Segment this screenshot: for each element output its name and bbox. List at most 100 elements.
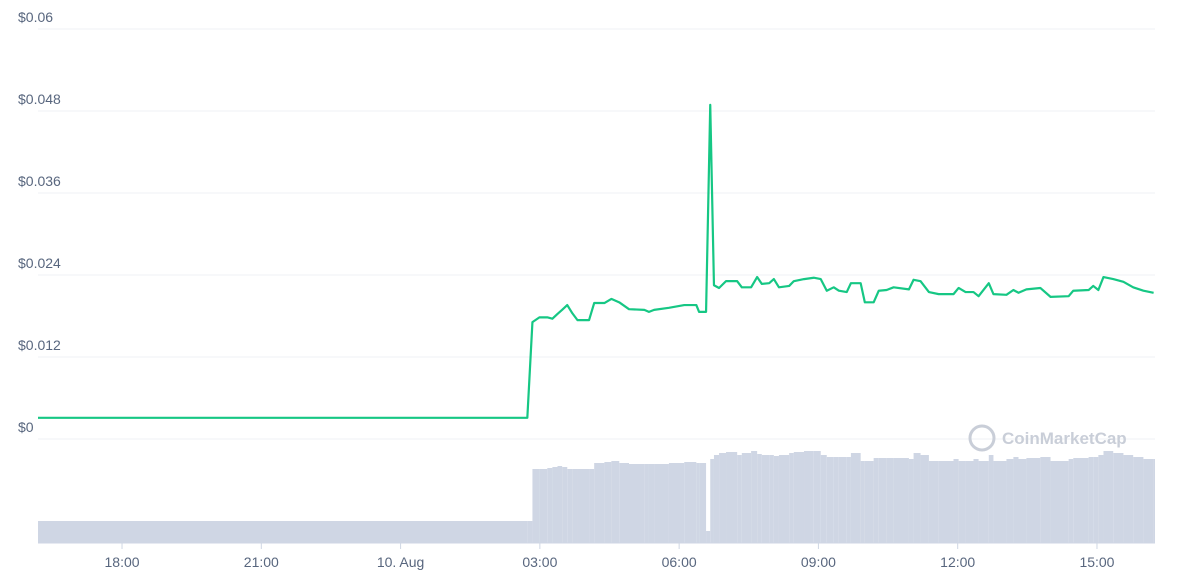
volume-bar (562, 467, 568, 543)
volume-bar (820, 455, 827, 543)
volume-bar (1013, 457, 1019, 543)
volume-bar (539, 469, 548, 543)
volume-bar (978, 461, 989, 543)
volume-bar (611, 461, 620, 543)
volume-bar (993, 461, 1007, 543)
y-tick-label: $0.024 (18, 255, 61, 271)
volume-bar (958, 461, 966, 543)
volume-bar (1103, 451, 1114, 543)
volume-bar (1093, 457, 1099, 543)
price-line (38, 103, 1154, 419)
volume-bar (778, 455, 790, 543)
background-layer (38, 28, 1155, 543)
volume-bar (594, 463, 605, 543)
volume-bar (527, 521, 533, 543)
volume-bar (699, 463, 707, 543)
volume-bar (833, 457, 839, 543)
volume-bar (604, 462, 612, 543)
x-tick-label: 15:00 (1079, 554, 1114, 570)
x-tick-label: 03:00 (522, 554, 557, 570)
volume-bar (789, 453, 794, 543)
volume-bar (706, 531, 711, 543)
volume-bar (893, 458, 909, 543)
volume-bar (864, 461, 874, 543)
volume-bar (953, 459, 959, 543)
volume-bar (873, 458, 879, 543)
volume-bar (577, 469, 590, 543)
volume-bar (813, 451, 821, 543)
volume-bar (713, 455, 720, 543)
volume-bar (589, 469, 595, 543)
x-tick-label: 18:00 (105, 554, 140, 570)
y-tick-label: $0.012 (18, 337, 61, 353)
volume-bar (737, 455, 742, 543)
volume-bar (654, 464, 669, 543)
volume-bar (1133, 457, 1144, 543)
volume-bar (572, 469, 578, 543)
volume-bar (838, 457, 847, 543)
volume-bar (938, 461, 954, 543)
y-tick-label: $0 (18, 419, 34, 435)
volume-bar (878, 458, 887, 543)
volume-bar (769, 455, 774, 543)
volume-bar (1006, 459, 1014, 543)
volume-bar (684, 462, 697, 543)
watermark: CoinMarketCap (968, 424, 1127, 452)
volume-bar (804, 451, 814, 543)
volume-bar (757, 454, 762, 543)
volume-bar (1088, 457, 1094, 543)
volume-bar (741, 453, 752, 543)
watermark-logo (968, 424, 996, 452)
volume-bar (1123, 455, 1134, 543)
volume-bar (913, 453, 921, 543)
volume-bar (1113, 453, 1124, 543)
volume-bar (547, 468, 553, 543)
y-tick-label: $0.036 (18, 173, 61, 189)
volume-bar (860, 461, 865, 543)
y-tick-label: $0.06 (18, 9, 53, 25)
volume-bar (1073, 458, 1089, 543)
volume-bar (719, 453, 727, 543)
volume-bar (567, 469, 573, 543)
volume-bar (826, 457, 834, 543)
volume-bar (793, 452, 805, 543)
x-tick-label: 06:00 (662, 554, 697, 570)
volume-bar (988, 455, 994, 543)
x-tick-label: 12:00 (940, 554, 975, 570)
volume-bar (846, 457, 851, 543)
volume-bar (1153, 459, 1155, 543)
x-tick-label: 21:00 (244, 554, 279, 570)
volume-bar (886, 458, 894, 543)
volume-bar (773, 456, 779, 543)
volume-bar (1143, 459, 1154, 543)
volume-bar (552, 467, 558, 543)
volume-bar (1068, 459, 1074, 543)
volume-bar (726, 452, 738, 543)
volume-bar (1040, 457, 1051, 543)
volume-bar (1018, 459, 1027, 543)
volume-bar (1050, 461, 1069, 543)
watermark-text: CoinMarketCap (1002, 429, 1127, 448)
x-tick-label: 09:00 (801, 554, 836, 570)
volume-bar (965, 461, 974, 543)
volume-bar (973, 459, 979, 543)
volume-bar (1026, 458, 1041, 543)
volume-bar (532, 469, 540, 543)
volume-bar (696, 463, 700, 543)
volume-bar (38, 521, 528, 543)
volume-bar (644, 464, 649, 543)
volume-bar (619, 463, 629, 543)
volume-bar (668, 463, 685, 543)
volume-bar (920, 455, 929, 543)
volume-bar (648, 464, 655, 543)
volume-bar (628, 464, 645, 543)
volume-bar (710, 459, 714, 543)
volume-bar (1098, 455, 1104, 543)
volume-bar (557, 466, 563, 543)
x-tick-label: 10. Aug (377, 554, 425, 570)
y-tick-label: $0.048 (18, 91, 61, 107)
volume-bar (761, 455, 770, 543)
volume-bar (928, 461, 939, 543)
